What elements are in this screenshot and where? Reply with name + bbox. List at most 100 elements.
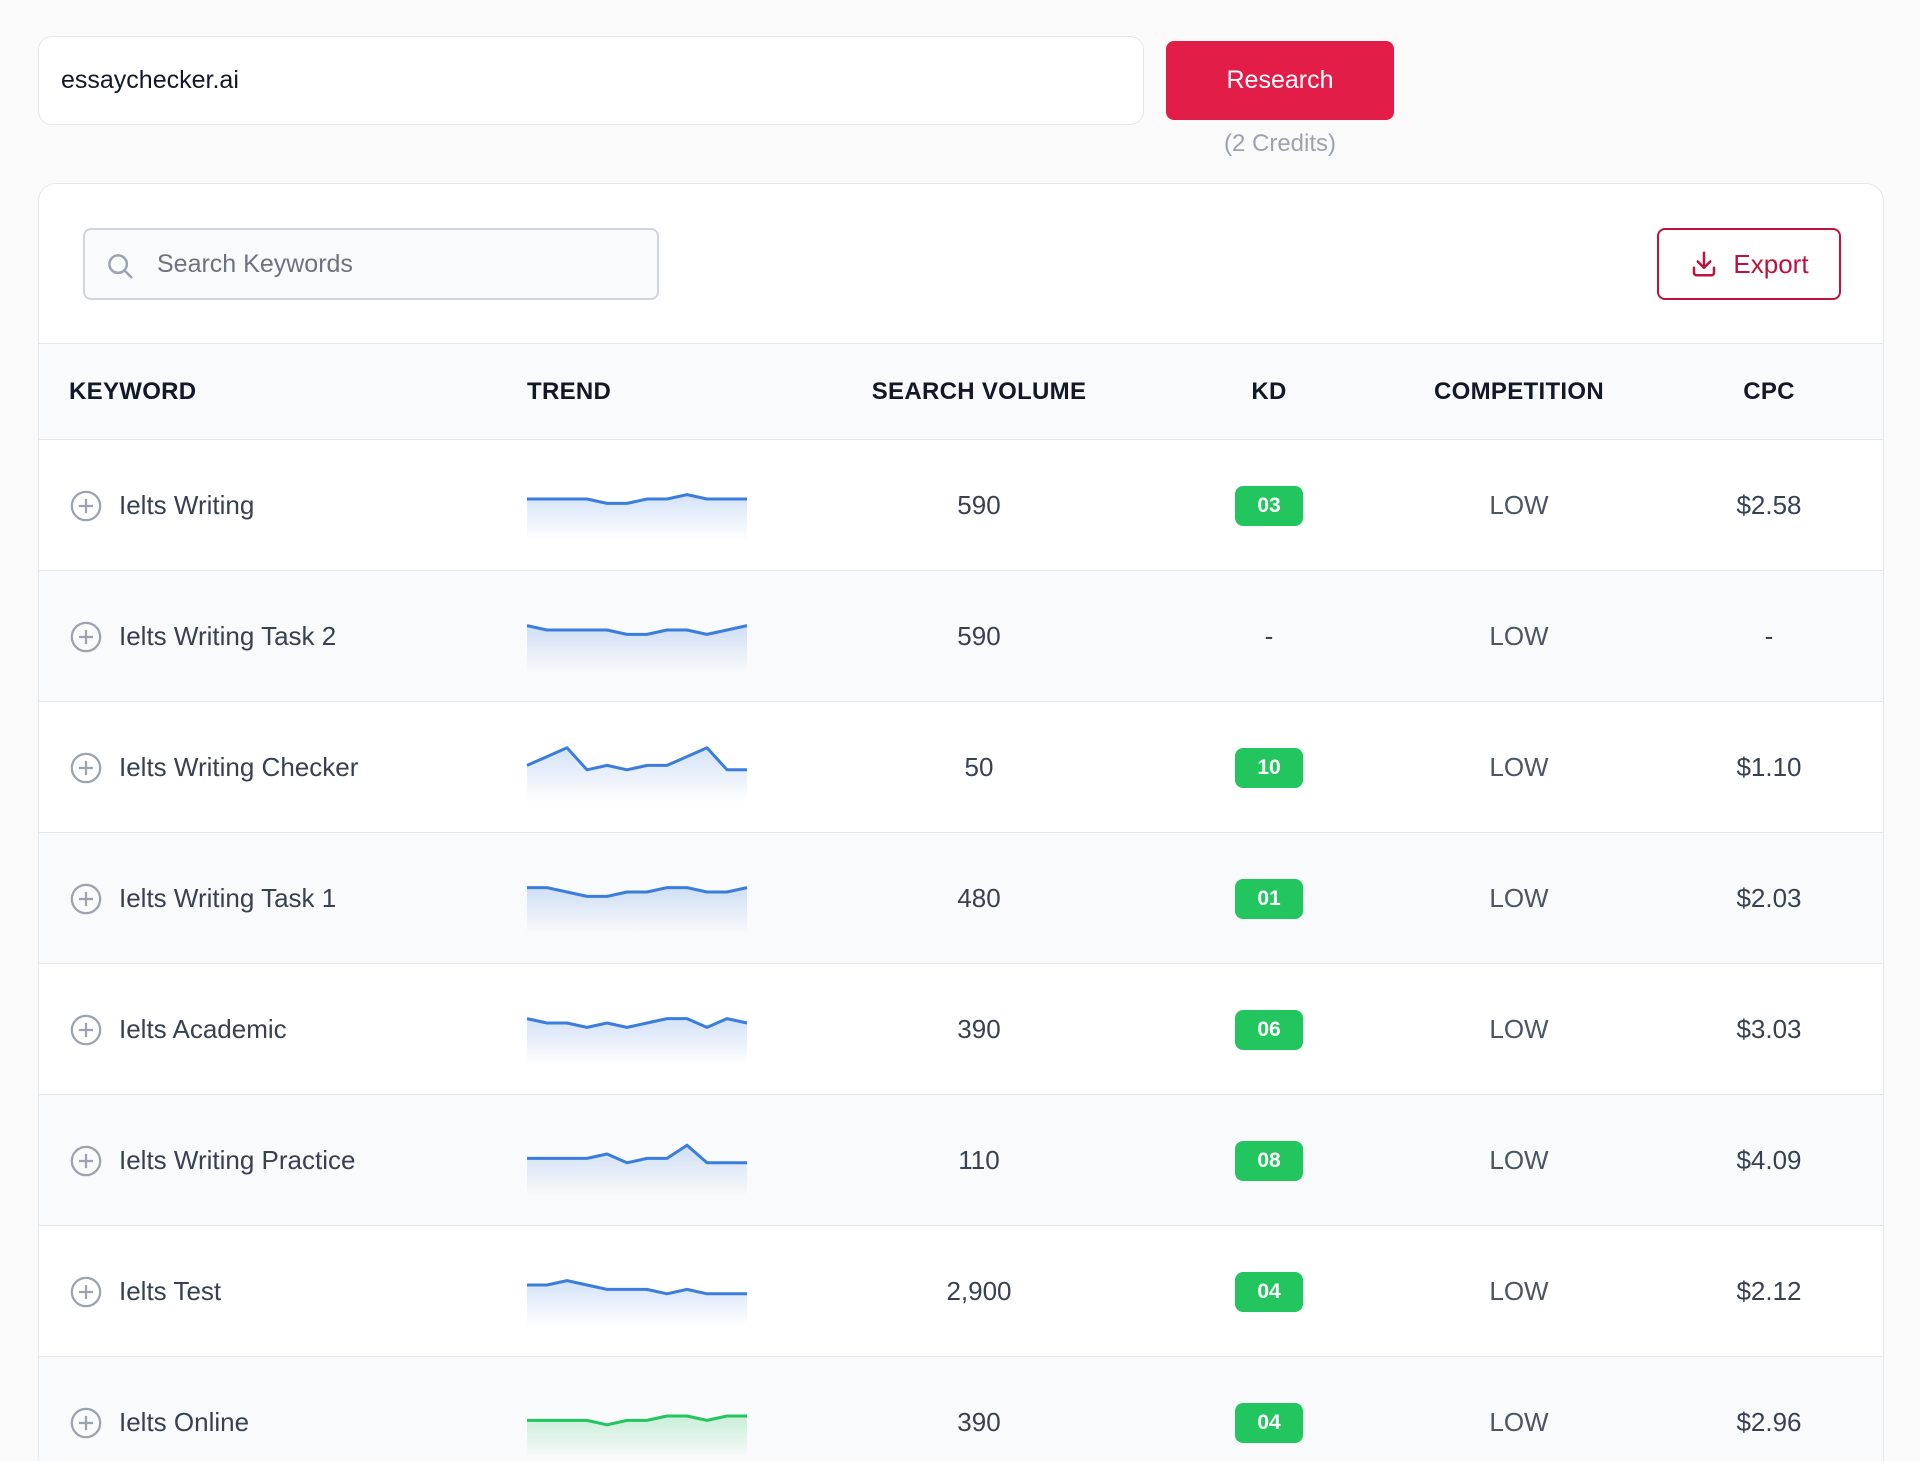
plus-circle-icon[interactable] [69,489,103,523]
search-box[interactable] [83,228,659,300]
search-volume-value: 590 [957,490,1001,520]
trend-line [527,1143,747,1164]
keyword-label: Ielts Test [119,1276,222,1306]
search-volume-value: 50 [964,752,994,782]
header-keyword[interactable]: KEYWORD [69,378,197,405]
cpc-value: $4.09 [1736,1145,1802,1175]
plus-circle-icon[interactable] [69,751,103,785]
trend-line [526,1016,748,1029]
table-row[interactable]: Ielts Writing 590 03 LOW $2.58 [39,440,1883,571]
table-row[interactable]: Ielts Online 390 04 LOW $2.96 [39,1357,1883,1461]
trend-area [527,747,747,803]
cpc-value: $3.03 [1736,1014,1802,1044]
kd-badge: 06 [1235,1009,1303,1050]
keywords-card: Export KEYWORD TREND SEARCH VOLUME KD CO… [38,183,1884,1461]
keyword-label: Ielts Writing Practice [119,1145,356,1175]
card-toolbar: Export [39,184,1883,344]
kd-badge: 01 [1235,878,1303,919]
kd-badge: 08 [1235,1140,1303,1181]
trend-sparkline [526,623,748,672]
competition-value: LOW [1489,1145,1549,1175]
plus-circle-icon[interactable] [69,620,103,654]
trend-sparkline [527,885,748,934]
cpc-value: $1.10 [1736,752,1802,782]
cpc-value: $2.58 [1736,490,1802,520]
cpc-value: $2.12 [1736,1276,1802,1306]
trend-line [526,745,747,771]
kd-badge: 04 [1235,1271,1303,1312]
trend-area [527,1018,747,1065]
trend-sparkline [527,1414,747,1458]
table-header: KEYWORD TREND SEARCH VOLUME KD COMPETITI… [39,344,1883,440]
search-volume-value: 110 [958,1145,1000,1175]
search-volume-value: 390 [957,1014,1001,1044]
search-icon [108,254,133,279]
plus-circle-icon[interactable] [69,1275,103,1309]
plus-circle-icon[interactable] [69,1144,103,1178]
competition-value: LOW [1489,752,1549,782]
trend-area [527,887,747,934]
competition-value: LOW [1489,621,1549,651]
trend-line [527,1278,747,1295]
keyword-label: Ielts Writing Task 1 [119,883,337,913]
table-row[interactable]: Ielts Test 2,900 04 LOW $2.12 [39,1226,1883,1357]
research-button[interactable]: Research [1166,41,1394,120]
header-competition[interactable]: COMPETITION [1434,378,1604,405]
keyword-label: Ielts Online [119,1407,250,1437]
table-row[interactable]: Ielts Writing Task 1 480 01 LOW $2.03 [39,833,1883,964]
keyword-label: Ielts Academic [119,1014,287,1044]
keyword-label: Ielts Writing Checker [119,752,359,782]
trend-line [526,623,748,636]
search-volume-value: 480 [957,883,1001,913]
competition-value: LOW [1489,1014,1549,1044]
trend-line [527,885,748,898]
search-keywords-input[interactable] [157,230,647,298]
trend-sparkline [526,745,747,803]
competition-value: LOW [1489,490,1549,520]
plus-circle-icon[interactable] [69,1406,103,1440]
trend-area [527,1415,747,1458]
trend-sparkline [526,1016,748,1065]
cpc-value: $2.03 [1736,883,1802,913]
trend-sparkline [527,1143,747,1196]
plus-circle-icon[interactable] [69,882,103,916]
header-cpc[interactable]: CPC [1743,378,1795,405]
header-search-volume[interactable]: SEARCH VOLUME [871,378,1087,405]
search-volume-value: 590 [957,621,1001,651]
trend-area [527,625,747,672]
keyword-label: Ielts Writing [119,490,255,520]
trend-sparkline [527,492,747,541]
header-trend[interactable]: TREND [527,378,612,405]
table-row[interactable]: Ielts Writing Practice 110 08 LOW $4.09 [39,1095,1883,1226]
header-kd[interactable]: KD [1251,378,1287,405]
export-label: Export [1733,248,1809,279]
trend-area [527,1280,747,1327]
cpc-value: - [1764,621,1774,651]
plus-circle-icon[interactable] [69,1013,103,1047]
competition-value: LOW [1489,1276,1549,1306]
table-row[interactable]: Ielts Writing Checker 50 10 LOW $1.10 [39,702,1883,833]
kd-badge: 04 [1235,1402,1303,1443]
table-body: Ielts Writing 590 03 LOW $2.58 Ielts Wri… [39,440,1883,1461]
kd-badge: 03 [1235,485,1303,526]
trend-line [527,492,747,505]
search-volume-value: 390 [957,1407,1001,1437]
trend-area [527,494,747,541]
export-button[interactable]: Export [1657,228,1841,300]
domain-input[interactable] [38,36,1144,125]
trend-sparkline [527,1278,747,1327]
kd-badge: 10 [1235,747,1303,788]
trend-area [527,1144,747,1196]
search-volume-value: 2,900 [946,1276,1012,1306]
keyword-label: Ielts Writing Task 2 [119,621,337,651]
kd-value: - [1264,621,1274,651]
download-icon [1693,251,1716,277]
competition-value: LOW [1489,883,1549,913]
competition-value: LOW [1489,1407,1549,1437]
table-row[interactable]: Ielts Academic 390 06 LOW $3.03 [39,964,1883,1095]
cpc-value: $2.96 [1736,1407,1802,1437]
top-bar: Research (2 Credits) [38,36,1398,166]
trend-line [527,1414,747,1426]
table-row[interactable]: Ielts Writing Task 2 590 - LOW - [39,571,1883,702]
credits-label: (2 Credits) [1223,130,1337,157]
